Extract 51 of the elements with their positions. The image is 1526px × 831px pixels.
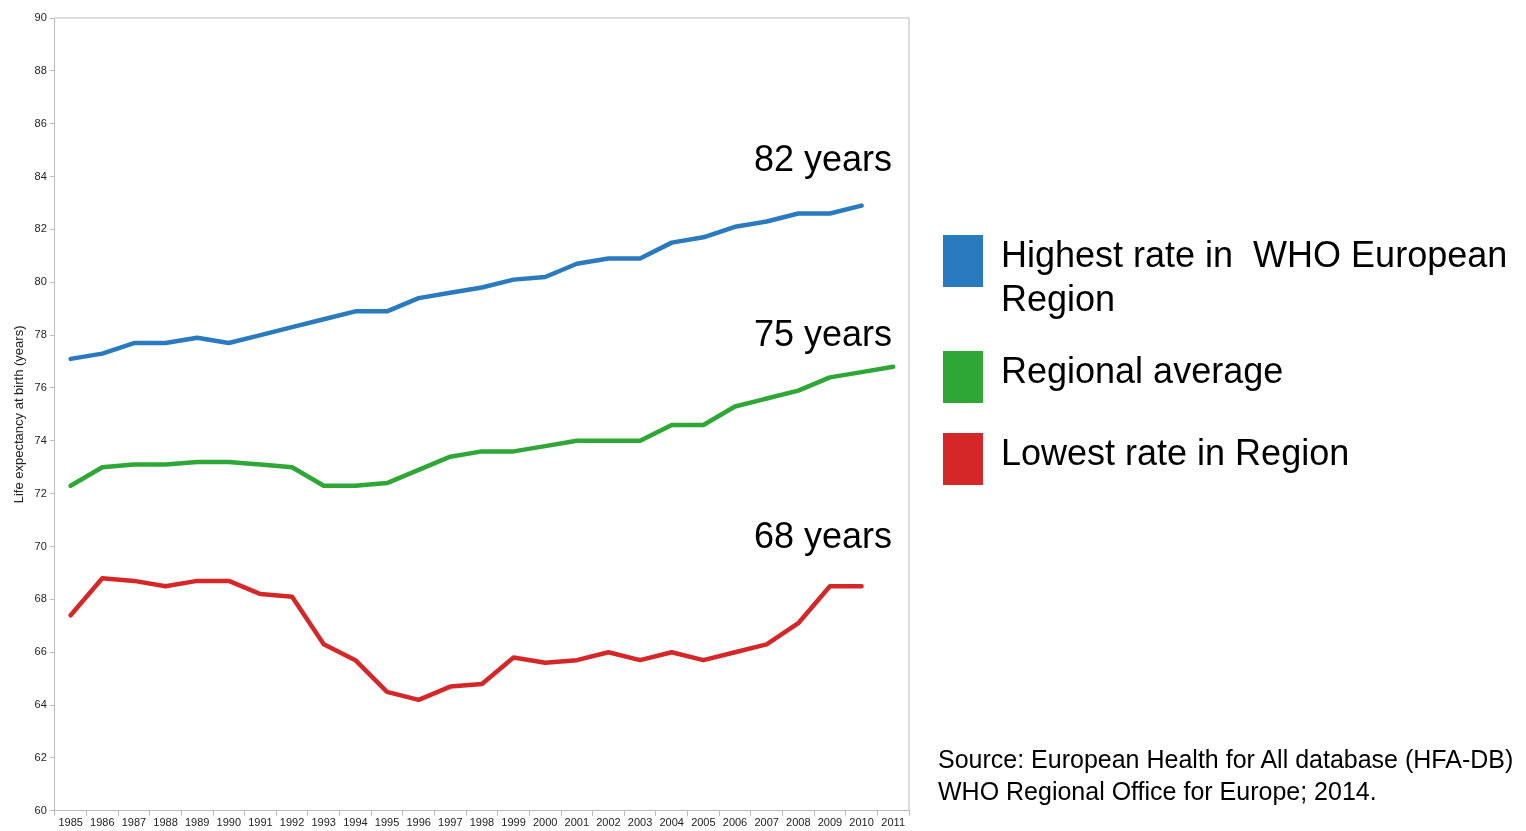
y-tick-label: 70 xyxy=(34,539,47,552)
x-tick-label: 1999 xyxy=(501,816,526,829)
y-tick-label: 68 xyxy=(34,592,47,605)
annotation: 68 years xyxy=(753,514,892,558)
x-tick-label: 1993 xyxy=(311,816,336,829)
legend-label: Highest rate in WHO European Region xyxy=(1001,233,1509,321)
x-tick-label: 2002 xyxy=(596,816,621,829)
y-tick-label: 80 xyxy=(34,275,47,288)
y-tick-label: 74 xyxy=(34,433,47,446)
y-tick-label: 62 xyxy=(34,750,47,763)
annotation: 75 years xyxy=(753,312,892,356)
x-tick-label: 2005 xyxy=(691,816,716,829)
x-tick-label: 1992 xyxy=(279,816,305,829)
y-tick-label: 86 xyxy=(34,116,47,129)
x-tick-label: 2011 xyxy=(881,816,906,829)
x-tick-label: 2009 xyxy=(817,816,843,829)
x-tick-label: 1986 xyxy=(90,816,115,829)
x-tick-label: 2000 xyxy=(532,816,558,829)
y-tick-label: 82 xyxy=(34,222,47,235)
y-tick-label: 66 xyxy=(34,645,47,658)
x-tick-label: 2010 xyxy=(849,816,874,829)
x-tick-label: 1996 xyxy=(406,816,431,829)
y-tick-label: 76 xyxy=(34,381,47,393)
legend-label: Lowest rate in Region xyxy=(1001,431,1350,475)
x-tick-label: 2008 xyxy=(786,816,811,829)
source-note: Source: European Health for All database (HFA-DB) WHO Regional Office for Europe; 2014. xyxy=(938,744,1515,807)
x-tick-label: 2003 xyxy=(627,816,653,829)
x-tick-label: 1995 xyxy=(374,816,400,829)
y-axis-title: Life expectancy at birth (years) xyxy=(11,325,27,504)
x-tick-label: 1989 xyxy=(184,816,210,829)
x-tick-label: 1987 xyxy=(121,816,147,829)
y-tick-label: 84 xyxy=(34,169,47,182)
y-tick-label: 90 xyxy=(34,11,47,24)
annotation: 82 years xyxy=(753,137,892,181)
y-tick-label: 60 xyxy=(34,803,47,816)
x-tick-label: 2004 xyxy=(659,816,684,829)
x-tick-label: 1991 xyxy=(248,816,273,829)
x-tick-label: 1998 xyxy=(469,816,495,829)
x-tick-label: 1985 xyxy=(58,816,83,829)
y-tick-label: 78 xyxy=(34,328,47,341)
x-tick-label: 1997 xyxy=(438,816,463,829)
y-tick-label: 72 xyxy=(34,486,47,499)
x-tick-label: 2007 xyxy=(754,816,779,829)
y-tick-label: 64 xyxy=(34,698,47,711)
x-tick-label: 1990 xyxy=(216,816,242,829)
x-tick-label: 2001 xyxy=(564,816,590,829)
legend-label: Regional average xyxy=(1001,349,1284,393)
y-tick-label: 88 xyxy=(34,63,47,76)
x-tick-label: 1994 xyxy=(343,816,368,829)
x-tick-label: 2006 xyxy=(722,816,748,829)
x-tick-label: 1988 xyxy=(153,816,178,829)
